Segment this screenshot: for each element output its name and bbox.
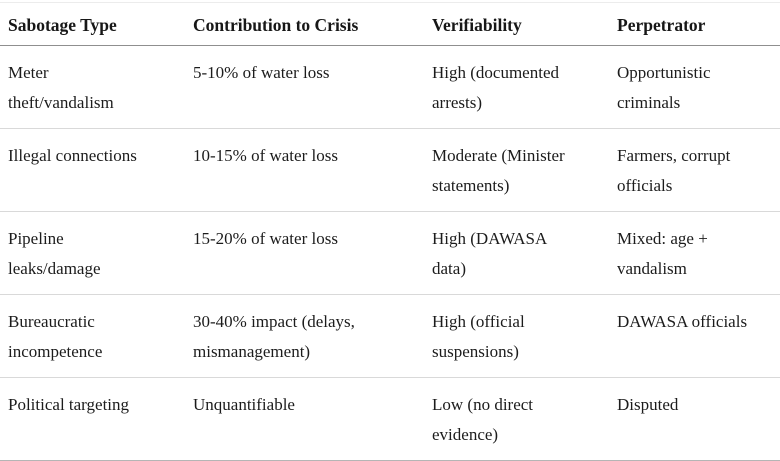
cell-contribution: 5-10% of water loss (193, 63, 330, 82)
table-body: Meter theft/vandalism 5-10% of water los… (0, 46, 780, 461)
cell-contribution: 30-40% impact (delays, mismanagement) (193, 312, 355, 361)
table-row: Bureaucratic incompetence 30-40% impact … (0, 295, 780, 378)
table-row: Pipeline leaks/damage 15-20% of water lo… (0, 212, 780, 295)
cell-verifiability: High (DAWASA data) (432, 229, 548, 278)
header-cell-contribution-to-crisis: Contribution to Crisis (185, 2, 424, 46)
cell-sabotage-type: Meter theft/vandalism (8, 63, 114, 112)
header-cell-sabotage-type: Sabotage Type (0, 2, 185, 46)
cell-contribution: Unquantifiable (193, 395, 295, 414)
header-row: Sabotage Type Contribution to Crisis Ver… (0, 2, 780, 46)
cell-sabotage-type: Political targeting (8, 395, 130, 414)
cell-verifiability: High (official suspensions) (432, 312, 525, 361)
cell-perpetrator: Opportunistic criminals (617, 63, 711, 112)
cell-verifiability: High (documented arrests) (432, 63, 559, 112)
cell-sabotage-type: Bureaucratic incompetence (8, 312, 103, 361)
table-row: Illegal connections 10-15% of water loss… (0, 129, 780, 212)
cell-verifiability: Low (no direct evidence) (432, 395, 534, 444)
cell-contribution: 15-20% of water loss (193, 229, 338, 248)
header-cell-perpetrator: Perpetrator (609, 2, 780, 46)
cell-perpetrator: Mixed: age + vandalism (617, 229, 708, 278)
cell-verifiability: Moderate (Minister statements) (432, 146, 565, 195)
cell-sabotage-type: Pipeline leaks/damage (8, 229, 101, 278)
cell-perpetrator: DAWASA officials (617, 312, 748, 331)
cell-contribution: 10-15% of water loss (193, 146, 338, 165)
cell-perpetrator: Farmers, corrupt officials (617, 146, 731, 195)
cell-perpetrator: Disputed (617, 395, 679, 414)
header-cell-verifiability: Verifiability (424, 2, 609, 46)
table-row: Meter theft/vandalism 5-10% of water los… (0, 46, 780, 129)
table-header: Sabotage Type Contribution to Crisis Ver… (0, 2, 780, 46)
table-row: Political targeting Unquantifiable Low (… (0, 378, 780, 461)
cell-sabotage-type: Illegal connections (8, 146, 137, 165)
